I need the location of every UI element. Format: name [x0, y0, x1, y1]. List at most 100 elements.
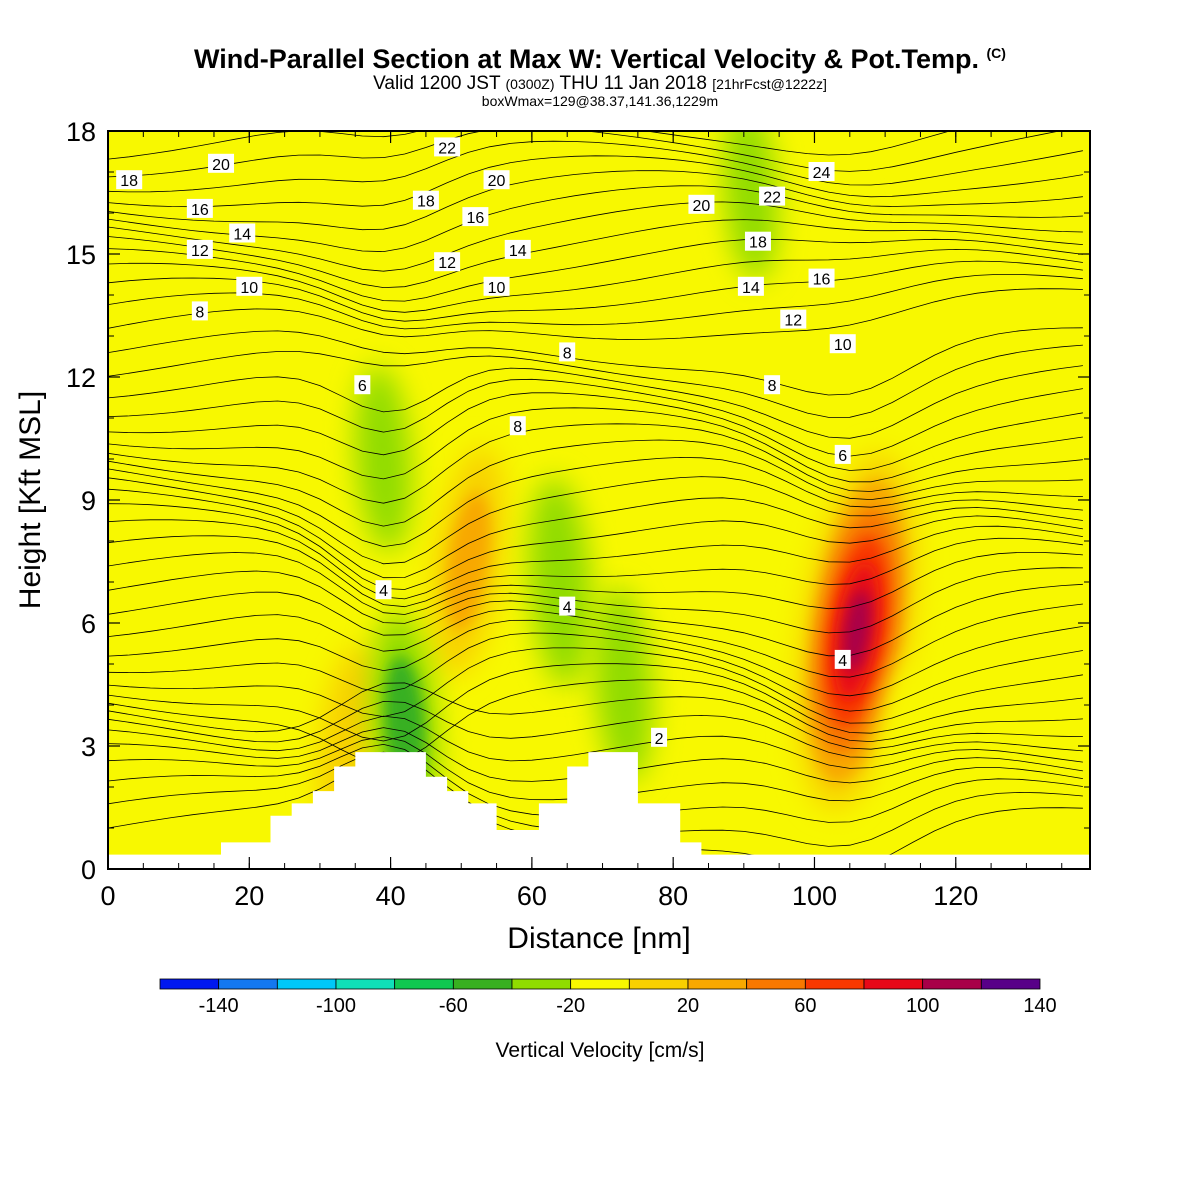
colorbar-swatch — [276, 978, 337, 990]
theta-contour — [108, 365, 1083, 439]
theta-contour — [108, 238, 1083, 302]
theta-contour — [108, 170, 1083, 231]
velocity-band — [705, 490, 754, 633]
contour-label: 6 — [834, 444, 851, 465]
downdraft-15 — [355, 365, 413, 553]
contour-label: 10 — [236, 276, 263, 297]
updraft-4 — [992, 131, 1047, 275]
contour-label-box — [483, 170, 510, 190]
contour-label: 18 — [744, 231, 771, 252]
theta-contour — [108, 700, 1083, 758]
theta-contour — [108, 201, 1083, 272]
contour-label: 2 — [651, 727, 668, 748]
theta-contour — [108, 378, 1083, 457]
contour-labels: 1820161412108222018161412108682422201816… — [116, 137, 856, 748]
velocity-band — [1046, 224, 1090, 366]
velocity-band — [525, 131, 581, 221]
contour-label-box — [509, 416, 526, 436]
velocity-band — [400, 131, 452, 216]
theta-contour — [108, 603, 1083, 678]
contour-label-text: 16 — [813, 272, 831, 289]
contour-label-text: 8 — [563, 345, 572, 362]
contour-label-box — [737, 276, 764, 296]
theta-contour — [108, 260, 1083, 322]
contour-label: 22 — [759, 186, 786, 207]
contour-label-text: 4 — [379, 583, 388, 600]
contour-label: 24 — [808, 162, 835, 182]
theta-contour — [108, 248, 1083, 313]
contour-label-box — [116, 170, 143, 190]
velocity-band — [615, 270, 661, 402]
contour-label: 18 — [412, 190, 439, 211]
box-max-info: boxWmax=129@38.37,141.36,1229m — [481, 93, 719, 109]
contour-label: 20 — [208, 153, 235, 174]
contour-label-text: 14 — [233, 227, 251, 244]
colorbar-swatch — [863, 978, 924, 990]
contour-label-text: 10 — [488, 280, 506, 297]
velocity-band — [141, 311, 188, 443]
theta-contour — [108, 503, 1083, 590]
velocity-band — [594, 587, 654, 782]
theta-contour — [108, 476, 1083, 565]
theta-contour — [108, 407, 1083, 483]
x-tick-label: 60 — [517, 881, 547, 911]
theta-contour — [108, 423, 1083, 504]
contour-label: 16 — [186, 198, 213, 219]
contour-label-box — [759, 186, 786, 206]
x-tick-label: 20 — [234, 881, 264, 911]
contour-label-text: 4 — [563, 600, 572, 617]
contour-label-text: 14 — [742, 280, 760, 297]
contour-label: 16 — [462, 207, 489, 227]
contour-label-box — [651, 727, 668, 747]
contour-label-text: 14 — [509, 243, 527, 260]
theta-contour — [108, 439, 1083, 527]
theta-contour — [108, 715, 1083, 769]
theta-contour — [108, 663, 1083, 742]
velocity-band — [551, 265, 597, 407]
contour-label: 8 — [509, 416, 526, 436]
contour-label: 10 — [829, 334, 856, 354]
contour-label-box — [186, 198, 213, 218]
y-tick-label: 18 — [66, 117, 96, 147]
potential-temperature-contours — [108, 131, 1083, 869]
contour-label-text: 16 — [191, 202, 209, 219]
y-tick-label: 9 — [81, 486, 96, 516]
colorbar-swatch — [804, 978, 865, 990]
contour-label-box — [462, 207, 489, 227]
theta-contour — [108, 140, 1083, 193]
contour-label-text: 18 — [749, 235, 767, 252]
velocity-band — [126, 691, 174, 842]
y-tick-label: 3 — [81, 732, 96, 762]
contour-label-box — [808, 162, 835, 181]
contour-label: 12 — [434, 252, 461, 272]
theta-contour — [108, 647, 1083, 724]
updraft-13 — [615, 270, 661, 402]
contour-label-box — [780, 309, 807, 329]
downdraft-17 — [594, 587, 654, 782]
theta-contour — [108, 185, 1083, 253]
contour-label-text: 12 — [784, 313, 802, 330]
contour-label-text: 20 — [212, 157, 230, 174]
colorbar-tick-label: -140 — [199, 995, 239, 1017]
velocity-band — [120, 593, 166, 735]
updraft-3 — [525, 131, 581, 221]
terrain-mask — [108, 752, 1090, 869]
theta-contour — [108, 535, 1083, 608]
velocity-band — [992, 131, 1047, 275]
contour-label: 4 — [834, 649, 851, 670]
contour-label-box — [834, 444, 851, 464]
velocity-band — [858, 131, 912, 279]
downdraft-19 — [858, 131, 912, 279]
colorbar-swatch — [394, 978, 454, 990]
contour-label: 10 — [483, 276, 510, 297]
theta-contour — [108, 679, 1083, 765]
contour-label-box — [191, 301, 208, 321]
contour-label-box — [412, 190, 439, 210]
contour-label-text: 6 — [838, 448, 847, 465]
contour-label-box — [504, 239, 531, 259]
colorbar-swatch — [511, 978, 572, 990]
colorbar-swatch — [570, 978, 630, 990]
contour-label-text: 22 — [438, 140, 456, 157]
theta-contour — [108, 392, 1083, 471]
velocity-band — [1054, 554, 1090, 692]
